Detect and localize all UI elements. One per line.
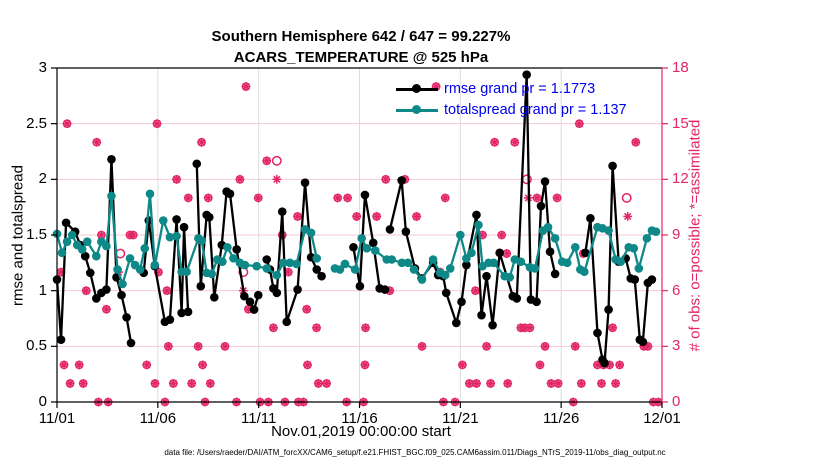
x-tick-11/06: 11/06 [139, 410, 177, 427]
x-tick-11/01: 11/01 [38, 410, 76, 427]
x-tick-11/11: 11/11 [241, 410, 277, 427]
data-file-footnote: data file: /Users/raeder/DAI/ATM_forcXX/… [164, 448, 666, 457]
x-tick-11/16: 11/16 [341, 410, 378, 427]
y-right-tick-9: 9 [672, 226, 681, 243]
y-right-tick-12: 12 [672, 170, 689, 188]
chart-title-line2: ACARS_TEMPERATURE @ 525 hPa [233, 49, 489, 66]
y-left-tick-0.5: 0.5 [26, 337, 47, 355]
x-tick-11/26: 11/26 [542, 410, 580, 427]
x-tick-12/01: 12/01 [643, 410, 681, 427]
legend-totalspread-line-sample [396, 105, 438, 115]
y-left-tick-0: 0 [38, 393, 47, 410]
chart-title-line1: Southern Hemisphere 642 / 647 = 99.227% [211, 28, 511, 45]
legend-entry-rmse: rmse grand pr = 1.1773 [396, 81, 595, 97]
y-right-tick-3: 3 [672, 337, 681, 355]
legend-rmse-label: rmse grand pr = 1.1773 [444, 81, 596, 97]
x-tick-11/21: 11/21 [442, 410, 479, 427]
y-left-tick-3: 3 [38, 59, 47, 76]
y-right-tick-18: 18 [672, 59, 689, 76]
y-left-tick-2: 2 [38, 170, 47, 188]
y-left-tick-1: 1 [38, 281, 47, 299]
legend-entry-totalspread: totalspread grand pr = 1.137 [396, 102, 627, 118]
y-axis-label-right: # of obs: o=possible; *=assimilated [686, 119, 704, 352]
y-left-tick-1.5: 1.5 [26, 226, 47, 243]
y-right-tick-15: 15 [672, 114, 689, 132]
y-left-tick-2.5: 2.5 [26, 114, 47, 132]
legend-rmse-line-sample [396, 84, 438, 94]
legend-totalspread-label: totalspread grand pr = 1.137 [444, 102, 627, 118]
x-axis-label: Nov.01,2019 00:00:00 start [271, 423, 451, 440]
y-right-tick-6: 6 [672, 281, 681, 299]
y-right-tick-0: 0 [672, 393, 681, 410]
